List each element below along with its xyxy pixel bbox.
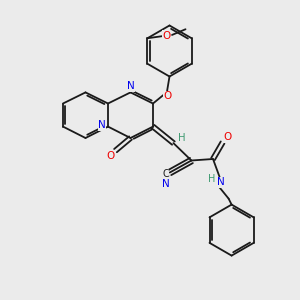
Text: N: N xyxy=(162,179,170,189)
Text: O: O xyxy=(164,91,172,101)
Text: C: C xyxy=(162,169,169,179)
Text: O: O xyxy=(223,132,231,142)
Text: N: N xyxy=(98,120,106,130)
Text: O: O xyxy=(106,151,114,161)
Text: O: O xyxy=(163,31,171,41)
Text: H: H xyxy=(208,174,215,184)
Text: N: N xyxy=(217,177,225,188)
Text: H: H xyxy=(178,133,185,143)
Text: N: N xyxy=(127,81,134,92)
